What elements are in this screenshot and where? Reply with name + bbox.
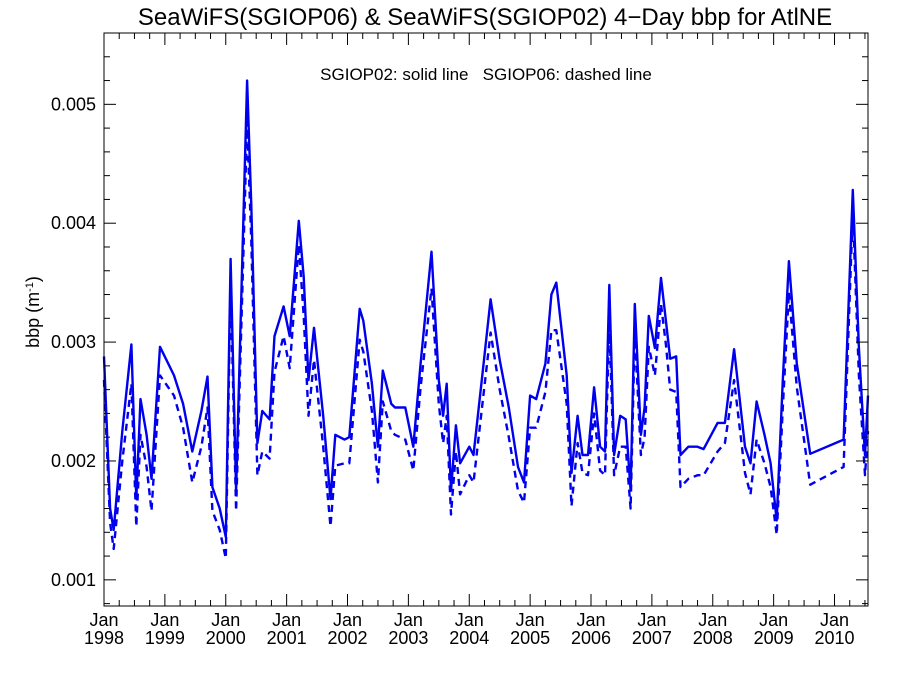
x-tick-month-label: Jan: [637, 610, 666, 630]
axis-layer: 0.0010.0020.0030.0040.005Jan1998Jan1999J…: [51, 32, 868, 648]
series-style-note: SGIOP02: solid line SGIOP06: dashed line: [320, 65, 652, 84]
plot-frame: [103, 32, 869, 607]
y-tick-label: 0.003: [51, 332, 96, 352]
x-tick-month-label: Jan: [272, 610, 301, 630]
x-tick-year-label: 2006: [571, 628, 611, 648]
y-tick-label: 0.005: [51, 94, 96, 114]
x-tick-year-label: 2007: [632, 628, 672, 648]
x-tick-year-label: 2010: [814, 628, 854, 648]
x-tick-year-label: 2001: [267, 628, 307, 648]
x-tick-year-label: 2003: [388, 628, 428, 648]
x-tick-year-label: 1999: [145, 628, 185, 648]
x-tick-month-label: Jan: [516, 610, 545, 630]
x-tick-year-label: 2005: [510, 628, 550, 648]
x-tick-month-label: Jan: [150, 610, 179, 630]
x-tick-year-label: 2008: [693, 628, 733, 648]
x-tick-month-label: Jan: [759, 610, 788, 630]
x-tick-year-label: 2004: [449, 628, 489, 648]
x-tick-month-label: Jan: [333, 610, 362, 630]
series-line-sgiop06: [102, 121, 870, 560]
x-tick-month-label: Jan: [576, 610, 605, 630]
x-tick-year-label: 2000: [206, 628, 246, 648]
x-tick-month-label: Jan: [455, 610, 484, 630]
series-layer: [102, 79, 870, 560]
x-tick-month-label: Jan: [820, 610, 849, 630]
y-tick-label: 0.004: [51, 213, 96, 233]
x-tick-month-label: Jan: [89, 610, 118, 630]
x-tick-month-label: Jan: [211, 610, 240, 630]
x-tick-month-label: Jan: [698, 610, 727, 630]
x-tick-year-label: 2009: [754, 628, 794, 648]
y-axis-label: bbp (m-1): [23, 276, 43, 348]
x-tick-month-label: Jan: [394, 610, 423, 630]
y-tick-label: 0.002: [51, 451, 96, 471]
chart-title: SeaWiFS(SGIOP06) & SeaWiFS(SGIOP02) 4−Da…: [138, 4, 832, 31]
x-tick-year-label: 1998: [84, 628, 124, 648]
y-tick-label: 0.001: [51, 570, 96, 590]
x-tick-year-label: 2002: [327, 628, 367, 648]
